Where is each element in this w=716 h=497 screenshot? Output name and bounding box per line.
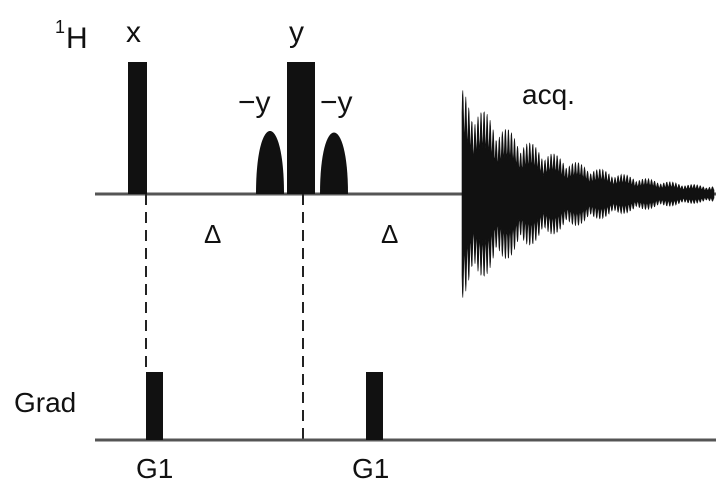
h-channel-label: H [66,22,88,55]
fid-signal [461,90,715,298]
pulse-y-phase-label: y [289,16,304,49]
shaped-pulse-right [320,132,348,194]
shaped-pulse-left [256,131,284,194]
gradient-pulse-second [366,372,383,440]
pulse-x-90 [128,62,147,194]
delay-label-second: Δ [381,219,398,249]
h-channel-superscript: 1 [55,17,65,37]
gradient-pulse-second-label: G1 [352,453,389,484]
gradient-channel-label: Grad [14,387,76,418]
shaped-pulse-left-phase-label: −y [238,86,271,119]
gradient-pulse-first-label: G1 [136,453,173,484]
pulse-y-180 [287,62,315,194]
pulse-x-phase-label: x [126,16,141,49]
acquisition-label: acq. [522,79,575,110]
delay-label-first: Δ [204,219,221,249]
gradient-pulse-first [146,372,163,440]
shaped-pulse-right-phase-label: −y [320,86,353,119]
